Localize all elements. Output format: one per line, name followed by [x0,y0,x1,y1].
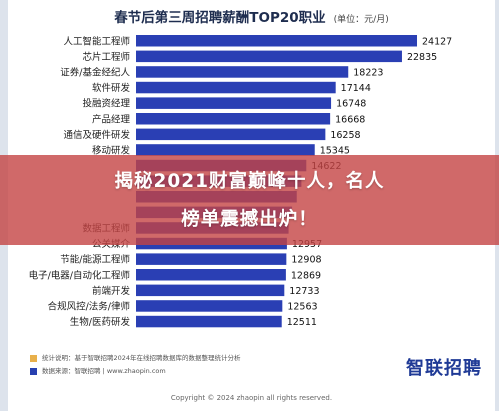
value-label: 12511 [287,317,317,328]
bar [136,144,315,156]
bar [136,284,285,297]
bar [136,66,349,78]
bar [136,81,336,94]
value-label: 12563 [287,301,317,312]
bar [136,97,332,109]
value-label: 17144 [341,83,371,94]
category-label: 移动研发 [92,144,131,156]
bar [136,253,287,265]
category-label: 软件研发 [92,82,131,94]
headline-overlay: 揭秘2021财富巅峰十人，名人 榜单震撼出炉！ [0,155,499,245]
category-label: 前端开发 [92,285,131,297]
note-source: 数据来源：智联招聘 | www.zhaopin.com [30,365,241,378]
chart-title: 春节后第三周招聘薪酬TOP20职业 (单位：元/月) [8,6,495,26]
category-label: 芯片工程师 [82,51,130,63]
value-label: 16748 [336,99,366,110]
zhaopin-logo: 智联招聘 [406,358,482,379]
bar [136,128,326,141]
title-text: 春节后第三周招聘薪酬TOP20职业 [114,10,326,26]
bar [136,300,283,312]
note-source-text: 数据来源：智联招聘 | www.zhaopin.com [42,367,166,375]
category-label: 生物/医药研发 [70,316,131,328]
note-statistics: 统计说明：基于智联招聘2024年在线招聘数据库的数据整理统计分析 [30,352,241,365]
headline-line-2: 榜单震撼出炉！ [181,209,318,230]
note-statistics-text: 统计说明：基于智联招聘2024年在线招聘数据库的数据整理统计分析 [42,354,241,362]
value-label: 12869 [291,270,321,281]
headline-line-1: 揭秘2021财富巅峰十人，名人 [114,171,385,192]
value-label: 24127 [422,36,452,47]
bar [136,113,331,125]
value-label: 15345 [320,145,350,156]
category-label: 人工智能工程师 [63,35,130,47]
bar [136,315,282,328]
category-label: 产品经理 [92,113,131,125]
value-label: 18223 [353,67,383,78]
category-label: 证券/基金经纪人 [60,66,130,78]
value-label: 22835 [407,52,437,63]
value-label: 12908 [291,255,321,266]
value-label: 12733 [289,286,319,297]
bar [136,269,286,281]
category-label: 通信及硬件研发 [63,129,130,141]
footer-notes: 统计说明：基于智联招聘2024年在线招聘数据库的数据整理统计分析 数据来源：智联… [30,352,241,378]
unit-label: (单位：元/月) [333,15,389,25]
value-label: 16668 [335,114,365,125]
value-label: 16258 [330,130,360,141]
category-label: 投融资经理 [82,98,130,110]
bar [136,50,402,63]
copyright-text: Copyright © 2024 zhaopin all rights rese… [170,394,333,402]
category-label: 合规风控/法务/律师 [48,300,130,312]
bar [136,35,418,47]
note-statistics-icon [30,354,37,362]
note-source-icon [30,367,37,375]
category-label: 节能/能源工程师 [60,254,130,266]
category-label: 电子/电器/自动化工程师 [29,269,130,281]
